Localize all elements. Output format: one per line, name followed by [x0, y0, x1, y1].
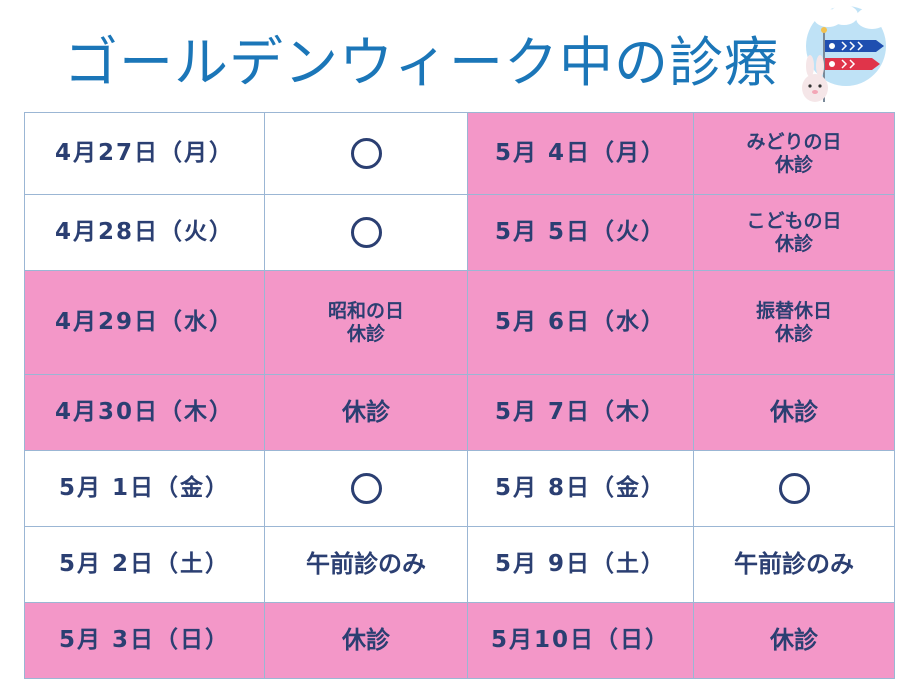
status-line: みどりの日	[746, 130, 842, 153]
date-cell: 4月27日（月）	[24, 112, 265, 195]
date-cell: 5月 4日（月）	[467, 112, 694, 195]
table-row: 4月30日（木） 休診 5月 7日（木） 休診	[24, 374, 895, 451]
table-row: 4月27日（月） 5月 4日（月） みどりの日 休診	[24, 112, 895, 195]
date-cell: 5月 8日（金）	[467, 450, 694, 527]
table-row: 5月 3日（日） 休診 5月10日（日） 休診	[24, 602, 895, 679]
schedule-table: 4月27日（月） 5月 4日（月） みどりの日 休診 4月28日（火） 5月 5日（火）こ…	[24, 112, 895, 679]
table-row: 4月28日（火） 5月 5日（火） こどもの日 休診	[24, 194, 895, 271]
status-line: こどもの日	[746, 209, 842, 232]
open-circle-icon	[350, 217, 382, 248]
status-cell: 昭和の日 休診	[264, 270, 468, 375]
status-line: 休診	[774, 322, 813, 345]
status-cell: 休診	[693, 602, 895, 679]
date-cell: 5月10日（日）	[467, 602, 694, 679]
status-cell: 休診	[264, 374, 468, 451]
status-cell: 午前診のみ	[693, 526, 895, 603]
status-cell: みどりの日 休診	[693, 112, 895, 195]
date-cell: 4月29日（水）	[24, 270, 265, 375]
date-cell: 4月28日（火）	[24, 194, 265, 271]
open-circle-icon	[778, 473, 810, 504]
status-cell	[264, 194, 468, 271]
status-cell: 休診	[264, 602, 468, 679]
date-cell: 5月 6日（水）	[467, 270, 694, 375]
status-line: 休診	[774, 153, 813, 176]
status-line: 振替休日	[755, 299, 832, 322]
date-cell: 5月 2日（土）	[24, 526, 265, 603]
date-cell: 4月30日（木）	[24, 374, 265, 451]
open-circle-icon	[350, 473, 382, 504]
status-cell: 休診	[693, 374, 895, 451]
status-cell: 午前診のみ	[264, 526, 468, 603]
table-row: 5月 1日（金） 5月 8日（金）	[24, 450, 895, 527]
date-cell: 5月 9日（土）	[467, 526, 694, 603]
status-line: 休診	[774, 232, 813, 255]
date-cell: 5月 1日（金）	[24, 450, 265, 527]
status-cell	[264, 112, 468, 195]
status-cell: 振替休日 休診	[693, 270, 895, 375]
status-cell: こどもの日 休診	[693, 194, 895, 271]
status-cell	[693, 450, 895, 527]
page-title: ゴールデンウィーク中の診療	[64, 31, 779, 94]
table-row: 5月 2日（土） 午前診のみ 5月 9日（土） 午前診のみ	[24, 526, 895, 603]
table-row: 4月29日（水） 昭和の日 休診 5月 6日（水） 振替休日 休診	[24, 270, 895, 375]
status-line: 昭和の日	[327, 299, 404, 322]
status-cell	[264, 450, 468, 527]
date-cell: 5月 3日（日）	[24, 602, 265, 679]
open-circle-icon	[350, 138, 382, 169]
status-line: 休診	[346, 322, 385, 345]
date-cell: 5月 7日（木）	[467, 374, 694, 451]
date-cell: 5月 5日（火）	[467, 194, 694, 271]
koinobori-rabbit-icon	[802, 6, 888, 102]
